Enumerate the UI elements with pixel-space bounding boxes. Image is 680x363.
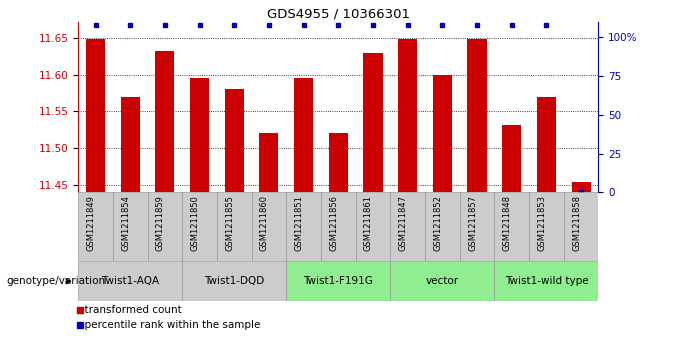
Bar [259,133,279,192]
Text: GSM1211855: GSM1211855 [225,195,234,251]
Bar [571,182,591,192]
Bar [294,78,313,192]
Bar [432,75,452,192]
Text: Twist1-AQA: Twist1-AQA [101,276,159,286]
Text: GSM1211854: GSM1211854 [121,195,130,251]
Bar [390,192,425,261]
Text: GSM1211852: GSM1211852 [433,195,442,251]
Bar [460,192,494,261]
Text: Twist1-DQD: Twist1-DQD [204,276,265,286]
Bar [537,97,556,192]
Text: percentile rank within the sample: percentile rank within the sample [78,320,260,330]
Text: GSM1211859: GSM1211859 [156,195,165,251]
Bar [467,39,487,192]
Bar [113,192,148,261]
Bar [356,192,390,261]
Text: GSM1211856: GSM1211856 [329,195,338,251]
Text: Twist1-F191G: Twist1-F191G [303,276,373,286]
Bar [286,261,390,301]
Bar [86,39,105,192]
Bar [502,125,522,192]
Bar [425,192,460,261]
Text: GSM1211851: GSM1211851 [294,195,303,251]
Bar [494,261,598,301]
Bar [224,89,244,192]
Text: GSM1211860: GSM1211860 [260,195,269,251]
Text: GSM1211849: GSM1211849 [86,195,95,251]
Bar [286,192,321,261]
Bar [398,39,418,192]
Text: Twist1-wild type: Twist1-wild type [505,276,588,286]
Text: GSM1211847: GSM1211847 [398,195,407,251]
Bar [494,192,529,261]
Text: GSM1211857: GSM1211857 [468,195,477,251]
Bar [564,192,598,261]
Text: GSM1211853: GSM1211853 [537,195,546,251]
Bar [155,51,175,192]
Bar [390,261,494,301]
Title: GDS4955 / 10366301: GDS4955 / 10366301 [267,8,410,21]
Bar [148,192,182,261]
Bar [328,133,348,192]
Bar [78,261,182,301]
Text: GSM1211850: GSM1211850 [190,195,200,251]
Text: GSM1211861: GSM1211861 [364,195,373,251]
Bar [78,192,113,261]
Bar [217,192,252,261]
Bar [190,78,209,192]
Bar [182,261,286,301]
Text: genotype/variation: genotype/variation [7,276,106,286]
Bar [363,53,383,192]
Bar [529,192,564,261]
Text: GSM1211848: GSM1211848 [503,195,511,251]
Bar [252,192,286,261]
Text: vector: vector [426,276,459,286]
Text: GSM1211858: GSM1211858 [572,195,581,251]
Bar [182,192,217,261]
Bar [321,192,356,261]
Text: transformed count: transformed count [78,305,182,315]
Bar [120,97,140,192]
